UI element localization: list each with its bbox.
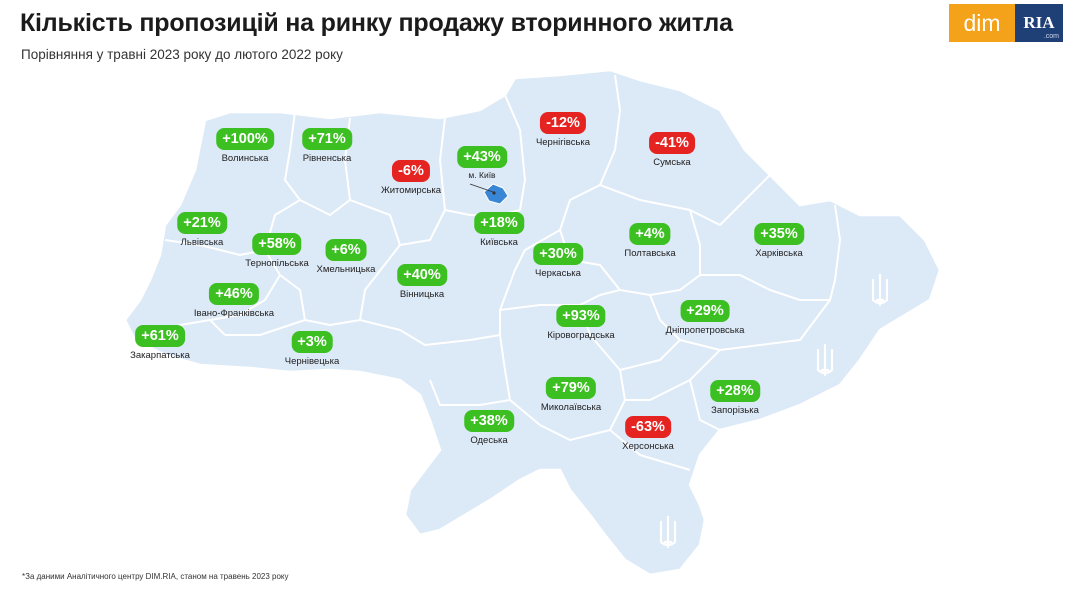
value-badge: +43% (457, 146, 507, 168)
region-sumska: -41% Сумська (649, 132, 695, 168)
region-kyivska: +18% Київська (474, 212, 524, 248)
region-zaporizka: +28% Запорізька (710, 380, 760, 416)
value-badge: +21% (177, 212, 227, 234)
value-badge: +28% (710, 380, 760, 402)
region-name: Вінницька (399, 289, 445, 300)
trident-icon (871, 273, 889, 307)
region-ternopilska: +58% Тернопільська (245, 233, 309, 269)
region-name: Запорізька (711, 405, 759, 416)
region-vinnytska: +40% Вінницька (397, 264, 447, 300)
region-name: Львівська (180, 237, 224, 248)
region-name: Харківська (755, 248, 803, 259)
region-name: Дніпропетровська (665, 325, 745, 336)
kyiv-city-marker (483, 183, 509, 205)
value-badge: -63% (625, 416, 671, 438)
trident-icons (659, 273, 889, 549)
value-badge: +18% (474, 212, 524, 234)
page-subtitle: Порівняння у травні 2023 року до лютого … (21, 47, 343, 62)
region-volynska: +100% Волинська (216, 128, 274, 164)
region-name: Черкаська (535, 268, 581, 279)
kyiv-city-label: м. Київ (468, 170, 496, 180)
value-badge: +40% (397, 264, 447, 286)
value-badge: +79% (546, 377, 596, 399)
region-name: Рівненська (302, 153, 352, 164)
value-badge: +6% (325, 239, 367, 261)
region-rivnenska: +71% Рівненська (302, 128, 352, 164)
region-name: Миколаївська (540, 402, 602, 413)
region-chernivetska: +3% Чернівецька (284, 331, 340, 367)
region-zhytomyrska: -6% Житомирська (381, 160, 441, 196)
region-zakarpatska: +61% Закарпатська (130, 325, 190, 361)
region-chernihivska: -12% Чернігівська (536, 112, 590, 148)
region-name: Чернівецька (284, 356, 340, 367)
kyiv-pointer-line (469, 183, 494, 193)
region-name: Івано-Франківська (193, 308, 275, 319)
dim-ria-logo: dim RIA .com (949, 4, 1063, 42)
kyiv-pointer-dot (492, 191, 496, 195)
region-dnipropetrovska: +29% Дніпропетровська (665, 300, 745, 336)
region-name: Тернопільська (245, 258, 309, 269)
logo-ria: RIA .com (1015, 4, 1063, 42)
value-badge: -12% (540, 112, 586, 134)
logo-dim: dim (949, 4, 1015, 42)
value-badge: -41% (649, 132, 695, 154)
region-name: Хмельницька (316, 264, 376, 275)
region-khmelnytska: +6% Хмельницька (316, 239, 376, 275)
page-title: Кількість пропозицій на ринку продажу вт… (20, 9, 733, 37)
region-kyiv-city: +43% (457, 146, 507, 168)
value-badge: +29% (680, 300, 730, 322)
region-name: Одеська (470, 435, 508, 446)
region-name: Сумська (653, 157, 691, 168)
region-name: Волинська (221, 153, 269, 164)
region-cherkaska: +30% Черкаська (533, 243, 583, 279)
region-name: Полтавська (624, 248, 676, 259)
region-mykolaivska: +79% Миколаївська (541, 377, 601, 413)
region-ivano-frankivska: +46% Івано-Франківська (194, 283, 274, 319)
region-name: Закарпатська (130, 350, 190, 361)
logo-ria-text: RIA (1023, 13, 1055, 32)
trident-icon (816, 343, 834, 377)
value-badge: +61% (135, 325, 185, 347)
value-badge: +35% (754, 223, 804, 245)
value-badge: +46% (209, 283, 259, 305)
value-badge: +30% (533, 243, 583, 265)
value-badge: +3% (291, 331, 333, 353)
region-lvivska: +21% Львівська (177, 212, 227, 248)
value-badge: +100% (216, 128, 274, 150)
value-badge: +58% (252, 233, 302, 255)
region-name: Кіровоградська (547, 330, 615, 341)
value-badge: +4% (629, 223, 671, 245)
region-odeska: +38% Одеська (464, 410, 514, 446)
region-name: Київська (480, 237, 518, 248)
logo-com-text: .com (1043, 33, 1059, 40)
value-badge: -6% (392, 160, 430, 182)
region-khersonska: -63% Херсонська (622, 416, 674, 452)
value-badge: +71% (302, 128, 352, 150)
value-badge: +93% (556, 305, 606, 327)
value-badge: +38% (464, 410, 514, 432)
region-name: Житомирська (380, 185, 442, 196)
trident-icon (659, 515, 677, 549)
region-poltavska: +4% Полтавська (624, 223, 676, 259)
footnote: *За даними Аналітичного центру DIM.RIA, … (22, 572, 289, 581)
region-name: Чернігівська (535, 137, 591, 148)
region-kirovohradska: +93% Кіровоградська (547, 305, 615, 341)
region-name: Херсонська (622, 441, 674, 452)
region-kharkivska: +35% Харківська (754, 223, 804, 259)
